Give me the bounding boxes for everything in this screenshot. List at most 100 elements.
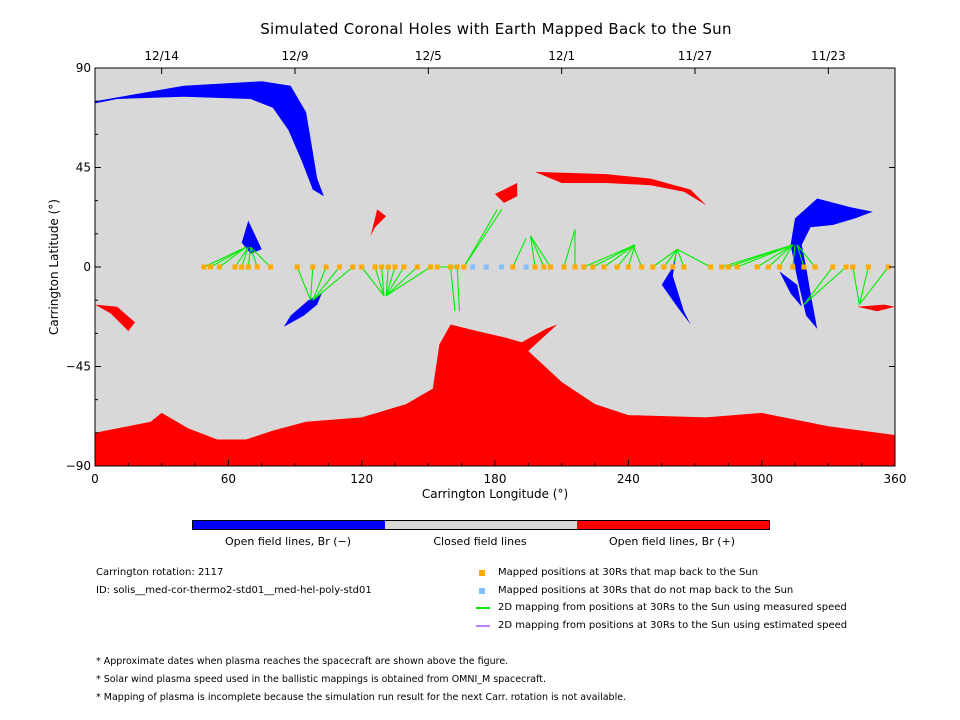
mapped-position-point: [725, 264, 731, 270]
mapped-position-point: [661, 264, 667, 270]
top-date-label: 11/27: [678, 49, 713, 63]
mapped-position-point: [625, 264, 631, 270]
y-tick-label: −90: [66, 459, 91, 473]
mapped-position-point: [201, 264, 207, 270]
mapping-line: [792, 244, 796, 268]
coronal-hole-east-negative: [790, 198, 873, 329]
footnote-speed: * Solar wind plasma speed used in the ba…: [96, 674, 546, 685]
mapped-position-point: [639, 264, 645, 270]
mapped-position-point: [454, 264, 460, 270]
legend-unmapped-label: Mapped positions at 30Rs that do not map…: [498, 585, 794, 596]
mapping-line: [219, 246, 247, 268]
mapping-line: [512, 238, 527, 268]
mapping-line: [241, 246, 249, 268]
mapping-line: [234, 246, 249, 268]
mapping-line: [663, 248, 678, 268]
legend-estimated-line-icon: [476, 625, 490, 627]
mapped-position-point: [734, 264, 740, 270]
mapped-position-point: [310, 264, 316, 270]
top-date-label: 12/14: [144, 49, 179, 63]
mapping-line: [852, 266, 860, 305]
mapping-line: [210, 246, 247, 268]
mapped-position-point: [510, 264, 516, 270]
y-tick-label: 45: [76, 161, 91, 175]
mapped-position-point: [401, 264, 407, 270]
mapping-line: [530, 235, 552, 268]
colorbar: [192, 520, 770, 530]
mapped-position-point: [865, 264, 871, 270]
colorbar-label-closed: Closed field lines: [433, 535, 527, 548]
mapped-position-point: [428, 264, 434, 270]
y-tick-label: 90: [76, 61, 91, 75]
footnote-dates: * Approximate dates when plasma reaches …: [96, 656, 509, 667]
mapped-position-point: [336, 264, 342, 270]
x-tick-label: 240: [617, 472, 640, 486]
mapping-line: [250, 246, 271, 268]
colorbar-label-open-negative: Open field lines, Br (−): [224, 535, 352, 548]
mapping-line: [632, 244, 643, 268]
mapping-line: [310, 266, 314, 301]
mapping-line: [652, 248, 678, 268]
mapping-line: [796, 244, 816, 268]
coronal-hole-small-negative-4: [779, 271, 802, 307]
mapped-position-point: [208, 264, 214, 270]
mapped-position-point: [670, 264, 676, 270]
mapping-line: [616, 244, 636, 268]
mapping-line: [858, 266, 869, 305]
coronal-hole-south-positive: [95, 324, 895, 466]
mapping-line: [250, 246, 258, 268]
coronal-hole-small-negative-2: [283, 293, 322, 327]
mapped-position-point: [350, 264, 356, 270]
mapping-line: [450, 266, 456, 312]
mapping-line: [563, 229, 576, 268]
mapping-line: [756, 244, 794, 268]
mapping-line: [603, 244, 636, 268]
mapped-position-point: [885, 264, 891, 270]
mapping-line: [312, 266, 327, 301]
coronal-hole-small-positive-4: [857, 304, 895, 312]
mapped-position-point: [719, 264, 725, 270]
mapped-position-point: [581, 264, 587, 270]
colorbar-open-negative: [193, 521, 385, 529]
mapping-line: [296, 266, 312, 301]
y-tick-label: 0: [83, 260, 91, 274]
mapping-line: [361, 266, 385, 297]
mapped-position-point: [372, 264, 378, 270]
mapping-line: [803, 266, 847, 305]
top-date-label: 11/23: [811, 49, 846, 63]
chart-title: Simulated Coronal Holes with Earth Mappe…: [260, 20, 732, 38]
mapping-line: [737, 244, 793, 268]
coronal-hole-small-negative-1: [241, 220, 262, 254]
mapping-line: [676, 249, 685, 268]
mapped-position-point: [850, 264, 856, 270]
chart-plot: 0 60 120 180 240 300 360 −90 −45 0 45 90 12/14 12/9 12…: [47, 49, 906, 501]
coronal-hole-small-positive-1: [95, 304, 135, 332]
footnote-incomplete: * Mapping of plasma is incomplete becaus…: [96, 692, 627, 703]
mapping-line: [385, 266, 405, 297]
mapped-position-point: [385, 264, 391, 270]
mapping-line: [767, 244, 794, 268]
mapping-line: [796, 244, 805, 268]
mapped-position-point: [434, 264, 440, 270]
y-axis-label: Carrington Latitude (°): [47, 199, 61, 335]
x-tick-label: 0: [91, 472, 99, 486]
mapping-line: [385, 266, 431, 297]
mapping-line: [530, 235, 536, 268]
unmapped-position-point: [483, 264, 489, 270]
mapping-line: [859, 266, 889, 305]
mapping-line: [676, 248, 711, 268]
coronal-hole-small-positive-2: [495, 183, 518, 203]
legend-measured-label: 2D mapping from positions at 30Rs to the…: [498, 602, 847, 613]
coronal-hole-small-positive-3: [370, 209, 387, 236]
x-tick-label: 180: [484, 472, 507, 486]
mapping-line: [463, 209, 498, 268]
mapped-position-point: [461, 264, 467, 270]
mapped-position-point: [232, 264, 238, 270]
mapped-position-point: [532, 264, 538, 270]
mapped-position-point: [843, 264, 849, 270]
colorbar-label-open-positive: Open field lines, Br (+): [608, 535, 736, 548]
colorbar-closed: [385, 521, 577, 529]
unmapped-position-point: [470, 264, 476, 270]
mapped-position-point: [801, 264, 807, 270]
mapped-position-point: [268, 264, 274, 270]
